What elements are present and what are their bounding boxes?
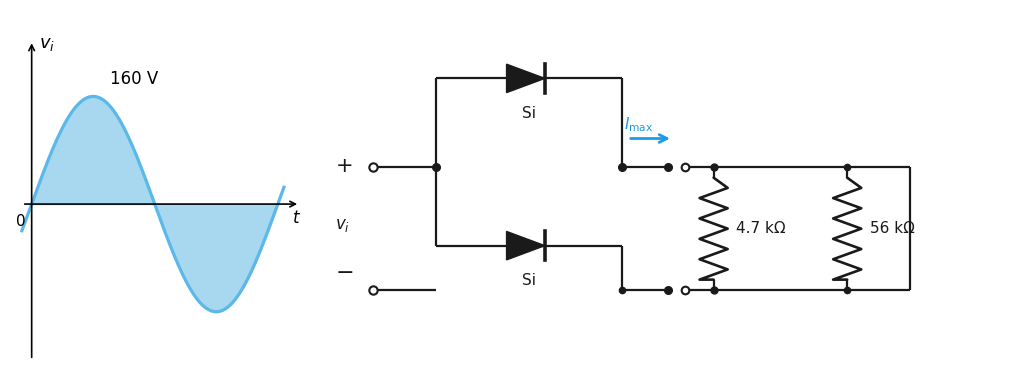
Text: Si: Si — [522, 105, 536, 121]
Text: 56 kΩ: 56 kΩ — [868, 221, 914, 236]
Text: 160 V: 160 V — [110, 69, 158, 87]
Text: t: t — [292, 209, 299, 227]
Text: $v_i$: $v_i$ — [335, 216, 350, 234]
Text: Si: Si — [522, 273, 536, 288]
Polygon shape — [507, 231, 544, 260]
Text: 4.7 kΩ: 4.7 kΩ — [735, 221, 785, 236]
Text: +: + — [336, 156, 353, 176]
Text: $I_{\mathrm{max}}$: $I_{\mathrm{max}}$ — [624, 115, 653, 134]
Polygon shape — [507, 64, 544, 93]
Text: 0: 0 — [16, 214, 25, 229]
Text: $v_i$: $v_i$ — [38, 35, 55, 53]
Text: $-$: $-$ — [335, 261, 353, 281]
